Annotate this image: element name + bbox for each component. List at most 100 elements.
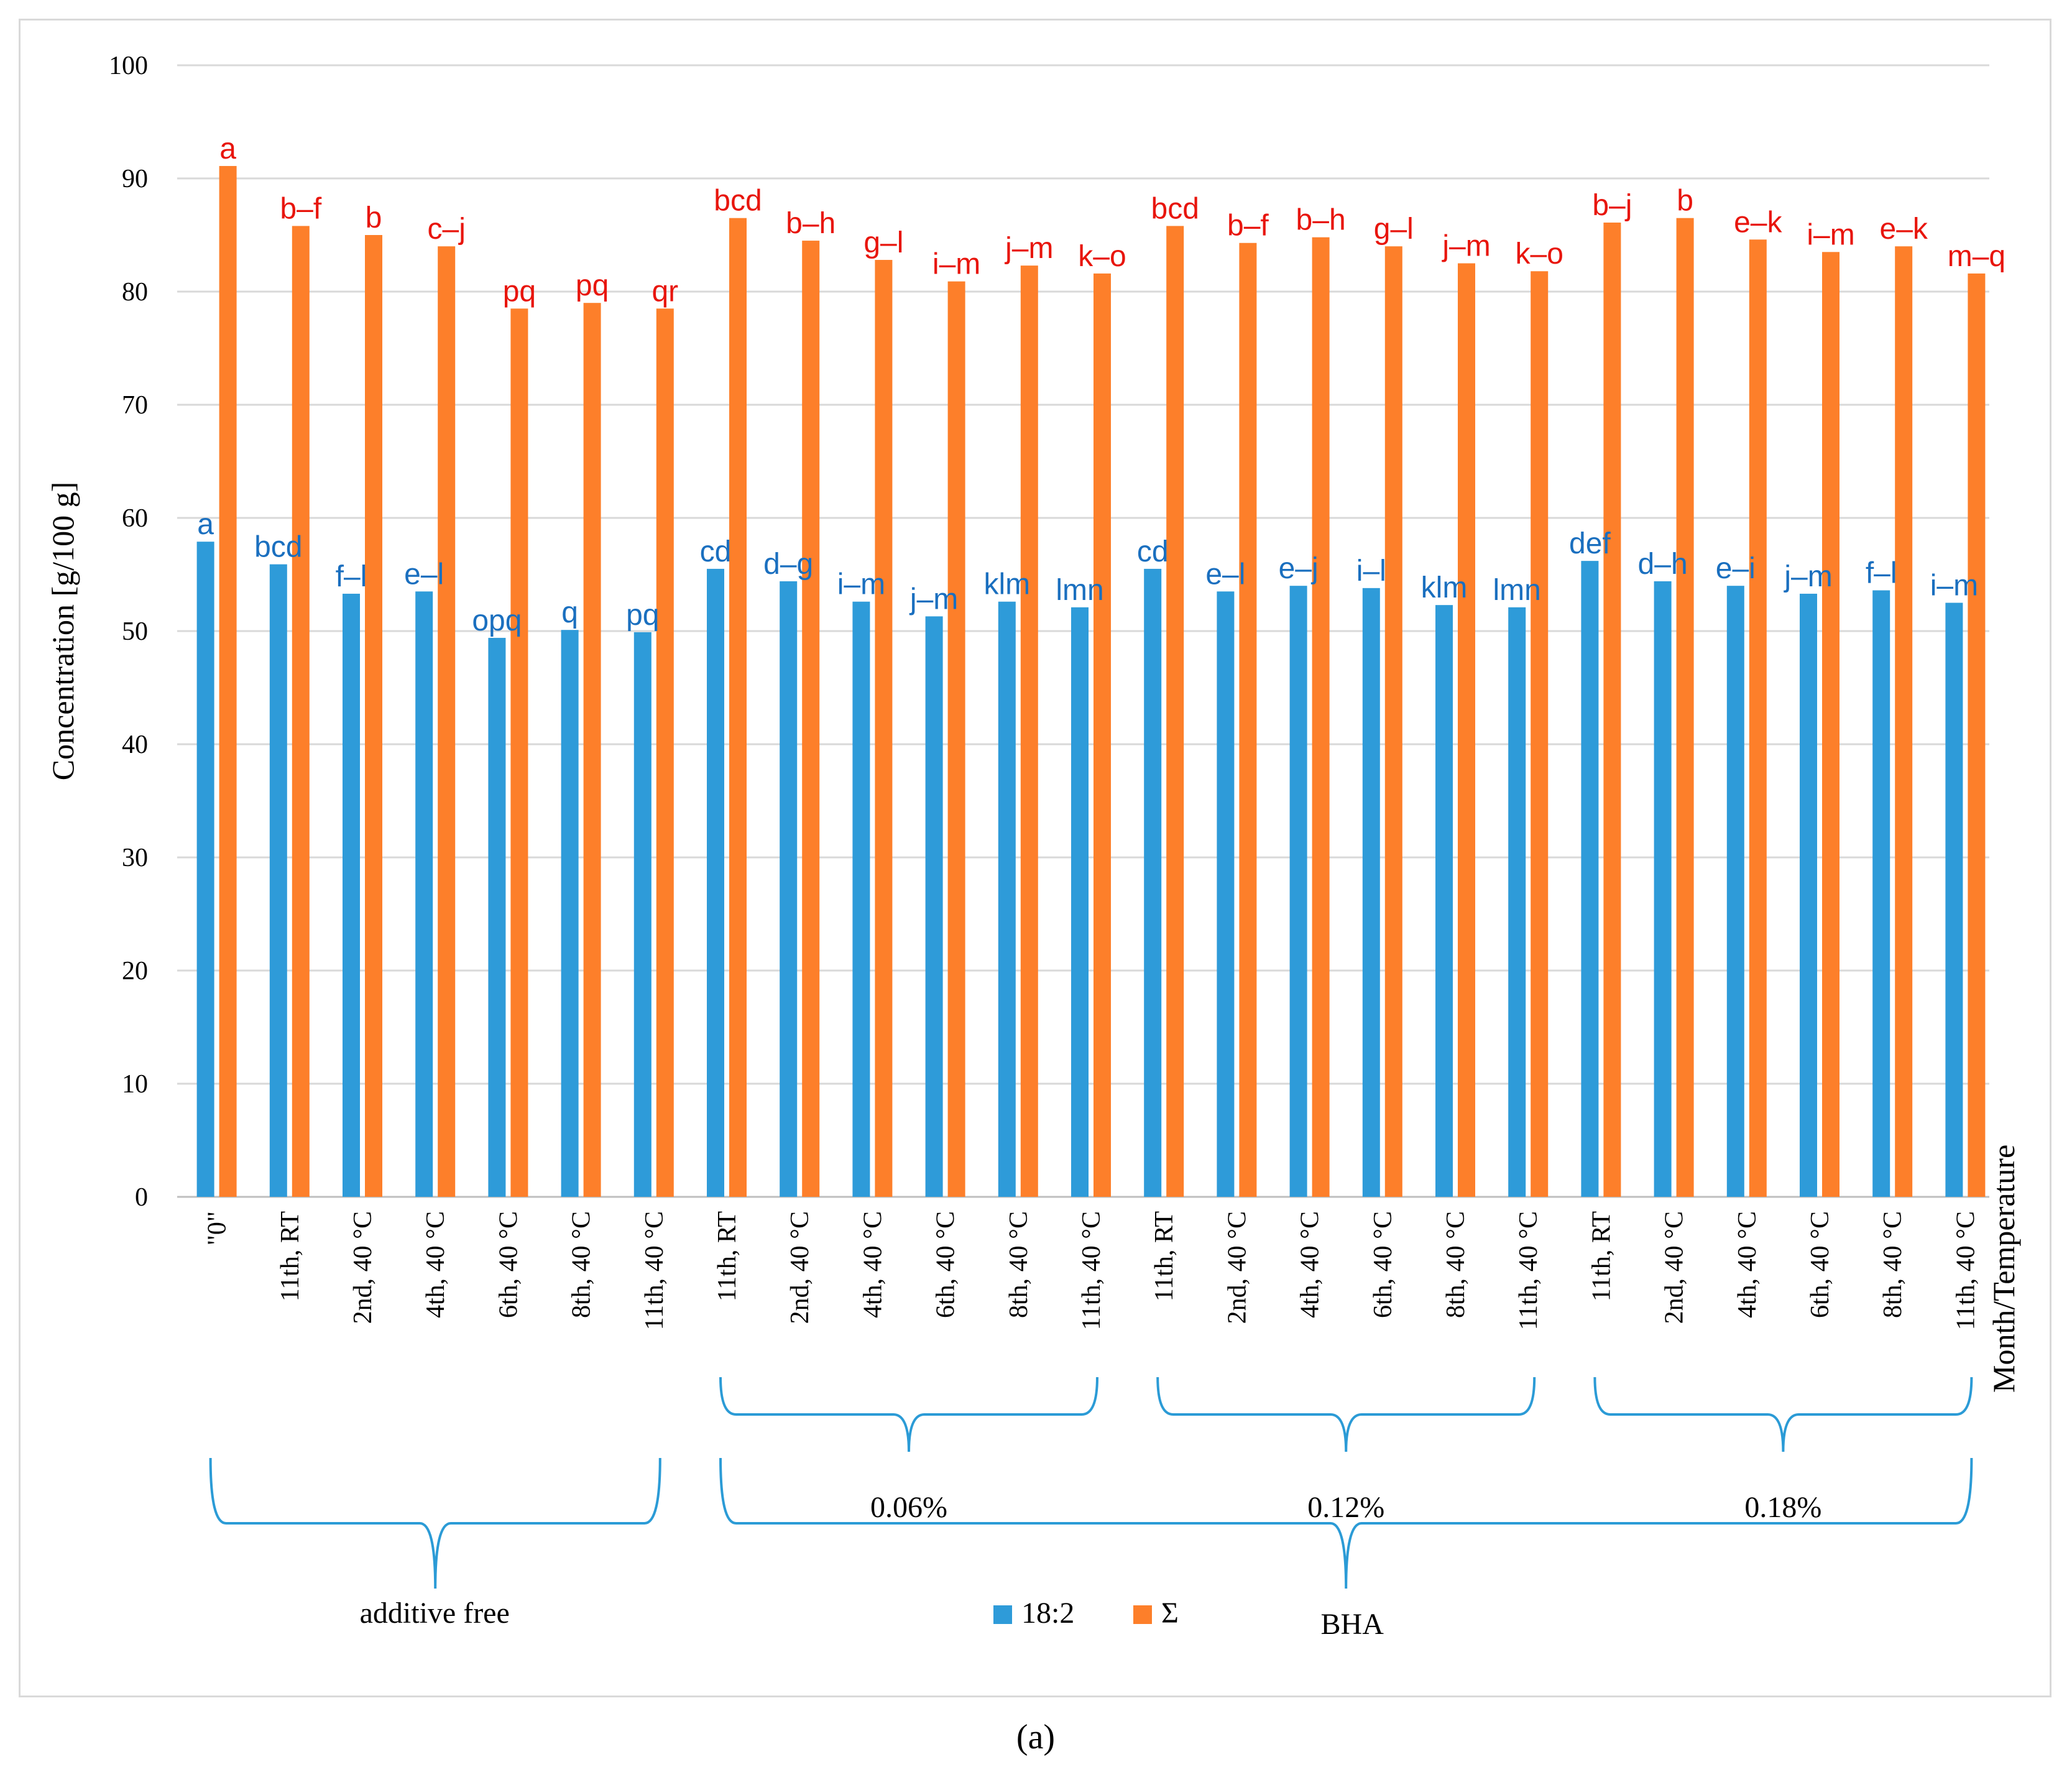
data-label-sigma: k–o [1516,238,1563,270]
bar-sigma [1239,242,1257,1197]
x-tick-label: 4th, 40 °C [1733,1211,1762,1318]
data-label-sigma: j–m [1004,232,1053,265]
bar-sigma [1020,265,1038,1197]
bar-sigma [1384,246,1402,1197]
bar-sigma [438,246,456,1197]
bar-sigma [1822,252,1839,1197]
bar-sigma [875,260,893,1197]
legend-swatch [993,1605,1012,1624]
bar-sigma [1895,246,1913,1197]
y-tick-label: 100 [109,52,148,80]
bar-18-2 [1362,588,1380,1197]
data-label-18-2: i–m [1930,570,1978,602]
y-tick-label: 50 [122,617,148,646]
data-label-sigma: b [1677,185,1693,218]
bar-sigma [219,165,237,1197]
data-label-18-2: f–l [1866,556,1897,589]
x-tick-label: 2nd, 40 °C [1660,1211,1689,1324]
group-brace [1593,1377,1973,1452]
data-label-sigma: b–f [1227,210,1269,242]
x-tick-label: 4th, 40 °C [421,1211,450,1318]
bar-18-2 [1435,605,1453,1197]
data-label-18-2: q [561,596,578,629]
data-label-sigma: k–o [1078,240,1126,273]
y-tick-label: 60 [122,504,148,533]
data-label-18-2: d–g [763,548,813,581]
x-tick-label: 8th, 40 °C [1442,1211,1470,1318]
bar-sigma [729,218,747,1197]
bar-sigma [656,308,674,1197]
data-label-sigma: i–m [1807,218,1854,251]
data-label-18-2: e–i [1716,552,1756,585]
x-tick-label: 2nd, 40 °C [1223,1211,1251,1324]
bar-18-2 [196,542,214,1197]
data-label-18-2: d–h [1638,548,1688,581]
y-tick-label: 0 [135,1183,148,1212]
x-tick-label: 4th, 40 °C [1296,1211,1325,1318]
x-tick-label: 11th, 40 °C [640,1211,669,1330]
legend-label: 18:2 [1021,1597,1074,1630]
y-tick-label: 30 [122,844,148,872]
group-label: 0.18% [1744,1491,1821,1524]
y-tick-label: 40 [122,731,148,759]
x-tick-label: 11th, 40 °C [1077,1211,1106,1330]
bar-18-2 [1289,586,1307,1197]
y-tick-label: 20 [122,957,148,985]
bar-18-2 [925,616,943,1197]
bar-18-2 [1726,586,1744,1197]
bar-sigma [510,308,528,1197]
x-tick-label: 11th, 40 °C [1951,1211,1980,1330]
bar-18-2 [1872,590,1890,1197]
data-label-sigma: b–f [280,192,321,225]
data-label-sigma: e–k [1880,213,1928,246]
x-tick-label: 6th, 40 °C [932,1211,960,1318]
bar-sigma [947,281,965,1197]
bar-sigma [1166,226,1184,1197]
data-label-18-2: lmn [1056,574,1103,607]
data-label-sigma: g–l [1374,213,1414,246]
bar-sigma [583,303,601,1197]
data-label-sigma: b–h [1296,204,1346,237]
x-tick-label: 6th, 40 °C [1806,1211,1835,1318]
bar-18-2 [1144,568,1162,1197]
x-tick-label: 11th, RT [1587,1211,1616,1301]
y-tick-label: 70 [122,391,148,420]
x-tick-label: 4th, 40 °C [859,1211,887,1318]
data-label-sigma: bcd [714,185,762,218]
bar-18-2 [1800,593,1817,1197]
data-label-18-2: i–l [1356,555,1386,588]
data-label-sigma: pq [576,269,609,302]
data-label-sigma: qr [652,275,678,308]
bar-18-2 [852,601,870,1197]
bar-sigma [1676,218,1694,1197]
group-brace [1156,1377,1536,1452]
bar-18-2 [780,581,798,1197]
data-label-18-2: cd [1137,535,1169,568]
bar-18-2 [707,568,724,1197]
bar-sigma [292,226,310,1197]
x-tick-label: 8th, 40 °C [1879,1211,1907,1318]
group-label: 0.12% [1307,1491,1384,1524]
group-brace [719,1377,1098,1452]
x-tick-label: 11th, RT [1150,1211,1179,1301]
data-label-18-2: lmn [1493,574,1541,607]
data-label-sigma: m–q [1948,240,2005,273]
y-tick-label: 10 [122,1070,148,1099]
data-label-sigma: b [366,201,382,234]
bar-18-2 [1581,561,1599,1197]
x-tick-label: 11th, RT [276,1211,305,1301]
bar-sigma [365,235,382,1197]
bar-18-2 [1945,602,1963,1197]
data-label-sigma: g–l [863,226,903,259]
panel-label: (a) [1016,1718,1055,1756]
x-tick-label: 8th, 40 °C [568,1211,596,1318]
bar-18-2 [1508,607,1526,1197]
data-label-sigma: i–m [932,248,980,281]
x-tick-label: 6th, 40 °C [494,1211,523,1318]
bar-sigma [1094,273,1111,1197]
data-label-sigma: b–h [786,207,836,240]
data-label-sigma: e–k [1734,206,1782,239]
bar-18-2 [1654,581,1672,1197]
data-label-18-2: pq [626,599,659,632]
x-tick-label: "0" [203,1211,232,1245]
